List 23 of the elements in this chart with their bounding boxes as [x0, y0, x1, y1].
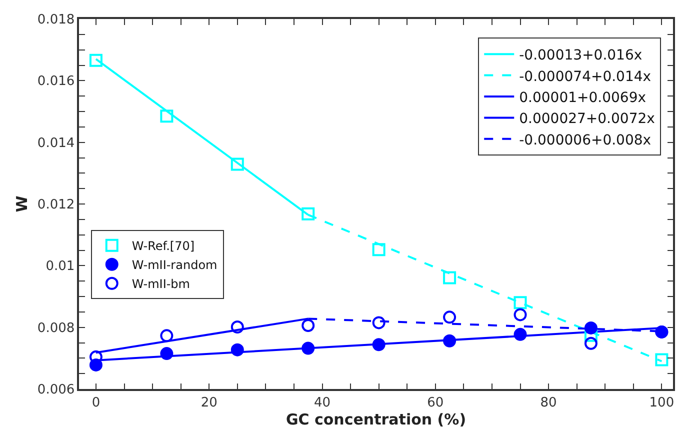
legend-label: -0.000006+0.008x	[519, 132, 652, 148]
legend-label: -0.00013+0.016x	[519, 48, 642, 64]
x-tick-label: 20	[200, 395, 218, 410]
legend-label: W-mII-random	[132, 258, 218, 272]
y-tick-label: 0.01	[46, 259, 75, 274]
x-tick-label: 80	[540, 395, 557, 410]
x-tick-label: 40	[314, 395, 331, 410]
y-tick-label: 0.018	[37, 12, 75, 28]
x-axis-title: GC concentration (%)	[286, 410, 466, 428]
y-tick-label: 0.006	[37, 382, 75, 398]
legend-label: -0.000074+0.014x	[519, 68, 652, 85]
x-tick-label: 100	[649, 395, 674, 410]
y-axis-title: W	[13, 195, 32, 212]
y-tick-label: 0.008	[37, 320, 75, 336]
legend-label: W-Ref.[70]	[132, 239, 195, 254]
x-tick-label: 60	[427, 395, 444, 410]
legend-label: W-mII-bm	[132, 277, 190, 292]
legend-label: 0.00001+0.0069x	[519, 90, 646, 106]
x-tick-label: 0	[92, 395, 100, 410]
y-tick-label: 0.014	[37, 136, 75, 151]
y-tick-label: 0.012	[37, 198, 75, 213]
y-tick-label: 0.016	[37, 74, 75, 90]
legend-label: 0.000027+0.0072x	[519, 111, 655, 128]
